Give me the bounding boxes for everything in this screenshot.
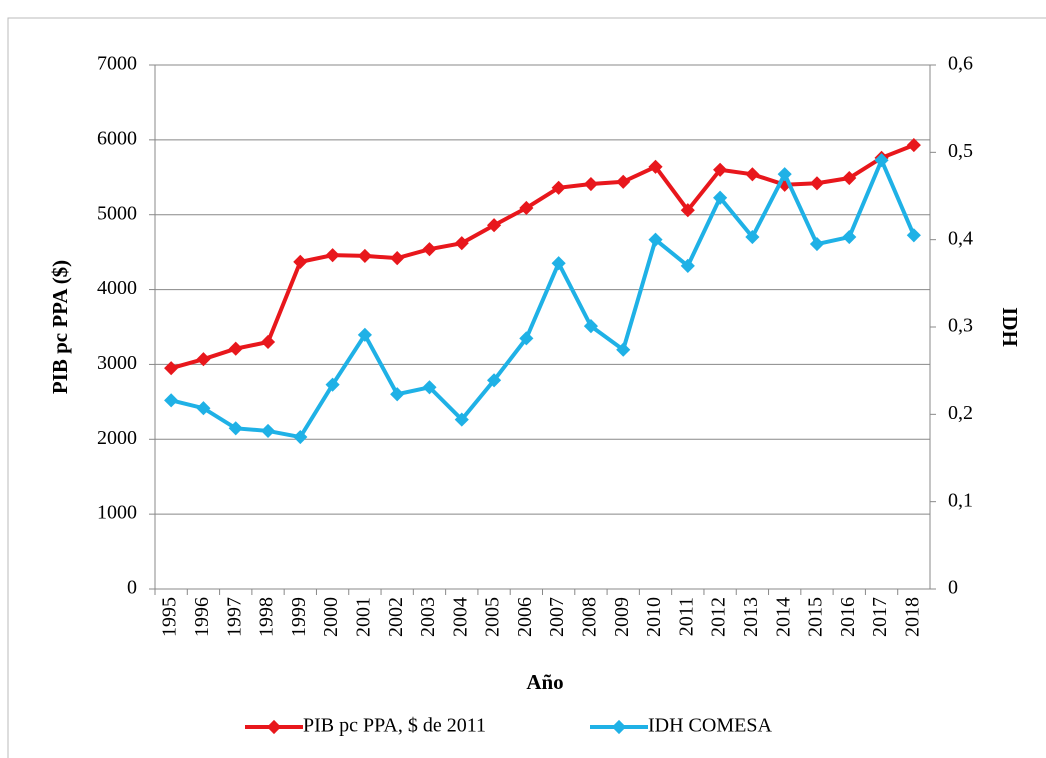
point bbox=[519, 200, 534, 216]
series-line bbox=[170, 155, 916, 440]
point bbox=[551, 256, 566, 271]
y2-tick-label: 0,5 bbox=[948, 140, 973, 162]
point bbox=[616, 174, 631, 189]
point bbox=[745, 167, 760, 182]
y-tick-label: 7000 bbox=[97, 53, 137, 75]
point bbox=[874, 153, 889, 168]
x-tick-label: 1997 bbox=[223, 597, 245, 637]
y-tick-label: 3000 bbox=[97, 352, 137, 374]
point bbox=[713, 162, 728, 177]
x-tick-label: 2014 bbox=[772, 597, 794, 637]
x-tick-label: 2012 bbox=[708, 597, 730, 637]
y2-tick-label: 0,1 bbox=[948, 489, 973, 511]
y2-tick-label: 0,3 bbox=[948, 315, 973, 337]
point bbox=[745, 229, 760, 245]
point bbox=[164, 393, 179, 408]
point bbox=[164, 361, 179, 376]
point bbox=[777, 167, 792, 182]
legend-marker bbox=[611, 719, 627, 735]
x-tick-label: 1999 bbox=[288, 597, 310, 637]
x-tick-label: 2000 bbox=[320, 597, 342, 637]
point bbox=[390, 387, 405, 402]
point bbox=[454, 236, 469, 251]
x-tick-label: 2003 bbox=[417, 597, 439, 637]
point bbox=[196, 352, 211, 367]
point bbox=[293, 429, 308, 445]
x-tick-label: 1996 bbox=[191, 597, 213, 637]
legend-marker bbox=[266, 719, 282, 735]
x-tick-label: 2006 bbox=[514, 597, 536, 637]
y-tick-label: 4000 bbox=[97, 277, 137, 299]
y2-axis-title: IDH bbox=[998, 307, 1022, 347]
point bbox=[680, 203, 695, 218]
legend-label: IDH COMESA bbox=[648, 715, 772, 737]
x-tick-label: 2015 bbox=[805, 597, 827, 637]
point bbox=[260, 423, 276, 438]
x-tick-label: 2013 bbox=[740, 597, 762, 637]
point bbox=[616, 342, 631, 357]
y2-tick-label: 0,6 bbox=[948, 53, 973, 75]
point bbox=[842, 229, 857, 245]
point bbox=[422, 242, 437, 257]
x-axis-title: Año bbox=[526, 670, 563, 694]
series-line bbox=[170, 143, 915, 371]
point bbox=[486, 373, 502, 388]
point bbox=[228, 421, 243, 436]
legend-label: PIB pc PPA, $ de 2011 bbox=[303, 715, 486, 737]
point bbox=[809, 176, 825, 191]
x-tick-label: 2016 bbox=[837, 597, 859, 637]
y2-tick-label: 0 bbox=[948, 577, 958, 599]
point bbox=[390, 251, 405, 266]
point bbox=[648, 232, 663, 247]
point bbox=[325, 248, 340, 263]
point bbox=[357, 248, 372, 263]
x-tick-label: 2001 bbox=[352, 597, 374, 637]
point bbox=[454, 412, 469, 427]
x-tick-label: 2017 bbox=[869, 597, 891, 637]
x-tick-label: 2010 bbox=[643, 597, 665, 637]
point bbox=[228, 341, 243, 356]
point bbox=[648, 159, 663, 174]
point bbox=[293, 254, 308, 269]
point bbox=[519, 331, 534, 346]
point bbox=[809, 236, 825, 252]
y-tick-label: 0 bbox=[127, 577, 137, 599]
point bbox=[196, 401, 211, 416]
chart-frame bbox=[7, 17, 1046, 758]
y2-tick-label: 0,2 bbox=[948, 402, 973, 424]
y-tick-label: 2000 bbox=[97, 427, 137, 449]
x-tick-label: 2007 bbox=[546, 597, 568, 637]
y2-tick-label: 0,4 bbox=[948, 227, 973, 249]
x-tick-label: 1998 bbox=[256, 597, 278, 637]
x-tick-label: 2018 bbox=[901, 597, 923, 637]
point bbox=[680, 258, 695, 273]
point bbox=[325, 377, 340, 392]
y-tick-label: 6000 bbox=[97, 127, 137, 149]
x-tick-label: 2004 bbox=[449, 597, 471, 637]
y-tick-label: 5000 bbox=[97, 202, 137, 224]
point bbox=[842, 170, 857, 186]
point bbox=[422, 380, 437, 395]
x-tick-label: 1995 bbox=[159, 597, 181, 637]
y-axis-title: PIB pc PPA ($) bbox=[48, 260, 72, 394]
point bbox=[906, 138, 921, 153]
point bbox=[583, 176, 599, 192]
x-tick-label: 2005 bbox=[482, 597, 504, 637]
point bbox=[357, 327, 372, 342]
x-tick-label: 2008 bbox=[579, 597, 601, 637]
point bbox=[486, 218, 502, 233]
x-tick-label: 2011 bbox=[675, 597, 697, 636]
point bbox=[551, 180, 566, 195]
point bbox=[260, 334, 276, 350]
point bbox=[906, 228, 921, 243]
point bbox=[583, 319, 599, 334]
point bbox=[713, 190, 728, 205]
x-tick-label: 2009 bbox=[611, 597, 633, 637]
x-tick-label: 2002 bbox=[385, 597, 407, 637]
y-tick-label: 1000 bbox=[97, 502, 137, 524]
